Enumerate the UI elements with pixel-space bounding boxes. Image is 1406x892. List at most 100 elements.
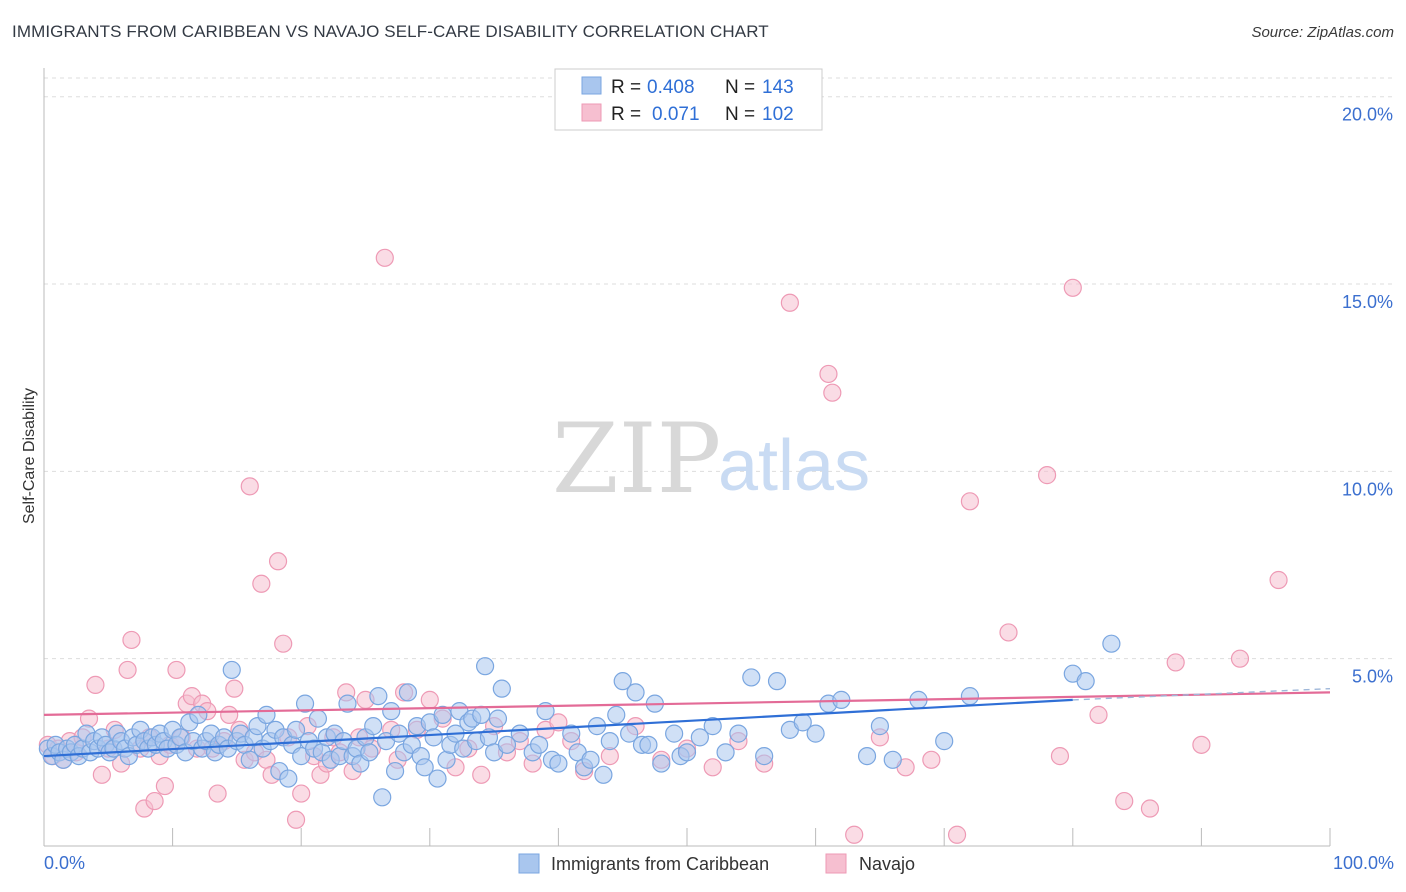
- navajo-point: [145, 791, 164, 811]
- caribbean-point: [767, 672, 787, 691]
- navajo-point: [252, 574, 271, 593]
- navajo-point: [274, 634, 293, 653]
- caribbean-trend-line: [43, 698, 1073, 758]
- caribbean-point: [279, 769, 298, 788]
- caribbean-point: [510, 724, 529, 743]
- y-tick-label: 5.0%: [1352, 667, 1393, 687]
- caribbean-point: [716, 743, 735, 762]
- watermark-zip: ZIP: [552, 403, 721, 515]
- navajo-point: [268, 552, 288, 571]
- navajo-point: [922, 750, 941, 769]
- navajo-point: [92, 765, 111, 784]
- stats-legend: R = 0.408 N = 143 R = 0.071 N = 102: [554, 68, 823, 131]
- navajo-point: [1050, 746, 1070, 766]
- caribbean-point: [742, 668, 761, 687]
- caribbean-point: [755, 746, 774, 766]
- navajo-point: [79, 709, 99, 728]
- caribbean-point: [677, 743, 697, 762]
- caribbean-point: [639, 735, 658, 754]
- bottom-legend-swatch-blue: [518, 853, 540, 874]
- navajo-point: [472, 765, 491, 784]
- legend-r-label-blue: R =: [611, 77, 641, 98]
- y-tick-labels: 5.0% 10.0% 15.0% 20.0%: [1342, 105, 1393, 687]
- caribbean-point: [883, 750, 902, 769]
- navajo-point: [1166, 653, 1185, 672]
- caribbean-point: [613, 672, 632, 691]
- caribbean-point: [437, 750, 456, 769]
- bottom-legend-label-caribbean: Immigrants from Caribbean: [551, 854, 769, 874]
- navajo-point: [420, 690, 439, 709]
- navajo-point: [1063, 278, 1082, 297]
- bottom-legend-swatch-pink: [825, 853, 847, 874]
- navajo-point: [999, 623, 1018, 642]
- series-legend: Immigrants from Caribbean Navajo: [518, 853, 915, 874]
- navajo-point: [208, 784, 227, 803]
- navajo-point: [292, 784, 311, 803]
- navajo-point: [1269, 570, 1288, 590]
- caribbean-point: [562, 724, 581, 743]
- navajo-point: [225, 679, 244, 698]
- x-tick-max: 100.0%: [1333, 853, 1394, 873]
- navajo-point: [286, 810, 306, 829]
- legend-n-value-pink: 102: [762, 104, 794, 125]
- navajo-point: [819, 364, 838, 384]
- navajo-point: [240, 477, 259, 496]
- caribbean-point: [960, 687, 980, 706]
- caribbean-point: [475, 657, 495, 676]
- caribbean-point: [382, 702, 401, 721]
- caribbean-point: [286, 720, 306, 739]
- caribbean-point: [295, 694, 315, 713]
- navajo-point: [845, 825, 864, 844]
- navajo-point: [86, 675, 105, 695]
- caribbean-point: [665, 724, 684, 743]
- grid-lines: [44, 77, 1394, 660]
- legend-r-value-pink: 0.071: [652, 104, 700, 125]
- caribbean-point: [222, 660, 241, 680]
- navajo-point: [1089, 705, 1108, 724]
- navajo-point: [703, 758, 722, 777]
- navajo-point: [1037, 466, 1057, 485]
- legend-n-label-pink: N =: [725, 104, 755, 125]
- caribbean-point: [308, 709, 328, 728]
- caribbean-point: [385, 761, 405, 781]
- caribbean-point: [600, 732, 619, 751]
- caribbean-point: [369, 687, 388, 706]
- caribbean-point: [189, 705, 208, 724]
- caribbean-point: [870, 717, 890, 736]
- watermark: ZIP atlas: [552, 403, 870, 515]
- navajo-point: [155, 776, 174, 796]
- navajo-point: [549, 713, 568, 732]
- source-label: Source: ZipAtlas.com: [1251, 24, 1394, 41]
- y-tick-label: 20.0%: [1342, 105, 1393, 125]
- navajo-point: [118, 660, 137, 680]
- caribbean-point: [257, 705, 276, 724]
- legend-n-label-blue: N =: [725, 77, 755, 98]
- navajo-point: [1230, 649, 1250, 668]
- caribbean-point: [626, 683, 645, 702]
- navajo-point: [122, 630, 141, 650]
- caribbean-point: [806, 724, 825, 743]
- caribbean-point: [549, 754, 568, 773]
- caribbean-point: [581, 750, 600, 769]
- y-axis-label: Self-Care Disability: [21, 388, 38, 524]
- trend-lines: [43, 687, 1331, 758]
- navajo-point: [1192, 735, 1211, 754]
- caribbean-point: [1076, 672, 1095, 691]
- caribbean-point: [530, 735, 549, 754]
- caribbean-point: [652, 754, 671, 773]
- caribbean-point: [364, 717, 383, 736]
- x-tick-min: 0.0%: [44, 853, 85, 873]
- bottom-legend-label-navajo: Navajo: [859, 854, 915, 874]
- legend-r-label-pink: R =: [611, 104, 641, 125]
- navajo-point: [167, 660, 186, 680]
- caribbean-point: [729, 724, 748, 743]
- caribbean-point: [935, 732, 954, 751]
- navajo-trend-line: [43, 691, 1331, 716]
- navajo-point: [947, 825, 967, 844]
- y-tick-label: 10.0%: [1342, 479, 1393, 499]
- caribbean-point: [373, 788, 392, 807]
- caribbean-point: [472, 705, 491, 724]
- y-tick-label: 15.0%: [1342, 292, 1393, 312]
- navajo-point: [1140, 799, 1160, 818]
